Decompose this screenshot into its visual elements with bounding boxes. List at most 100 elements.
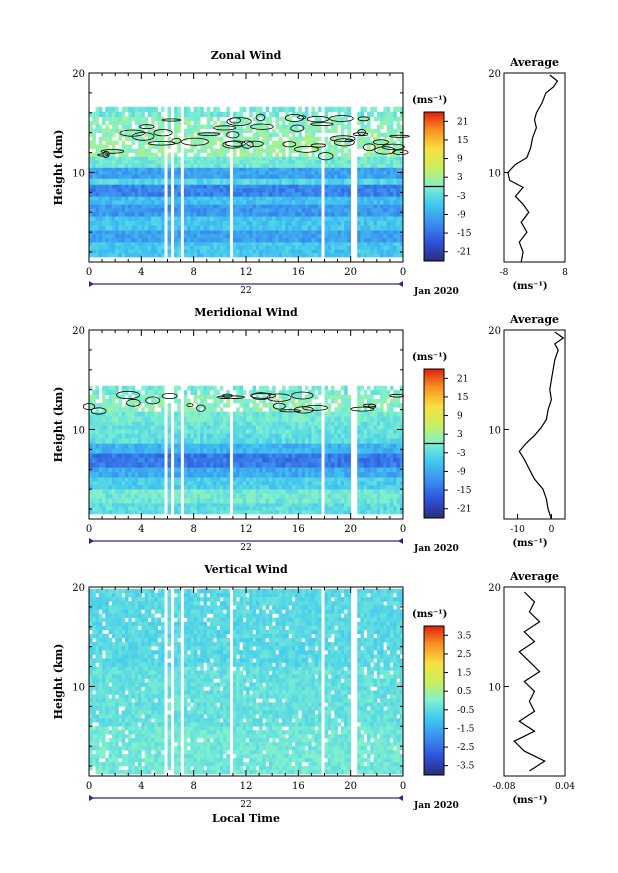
heatmap-cell <box>118 429 123 434</box>
heatmap-cell <box>177 216 181 222</box>
heatmap-cell <box>272 204 276 209</box>
heatmap-cell <box>121 188 126 193</box>
heatmap-cell <box>246 192 250 197</box>
heatmap-cell <box>268 489 273 495</box>
heatmap-cell <box>190 438 194 444</box>
contour-line <box>226 117 252 126</box>
heatmap-cell <box>304 184 309 189</box>
heatmap-cell <box>236 144 240 149</box>
heatmap-cell <box>331 116 335 122</box>
heatmap-cell <box>193 212 198 217</box>
heatmap-cell <box>141 136 145 141</box>
heatmap-cell <box>259 489 263 495</box>
heatmap-cell <box>334 184 338 189</box>
heatmap-cell <box>327 234 332 239</box>
heatmap-cell <box>138 184 142 189</box>
heatmap-cell <box>281 220 286 226</box>
heatmap-cell <box>324 481 329 486</box>
heatmap-cell <box>131 225 136 231</box>
heatmap-cell <box>383 136 387 141</box>
heatmap-cell <box>337 220 342 226</box>
heatmap-cell <box>210 188 214 193</box>
heatmap-cell <box>134 443 139 449</box>
heatmap-cell <box>232 249 237 254</box>
heatmap-cell <box>144 132 149 137</box>
heatmap-cell <box>399 128 404 133</box>
heatmap-cell <box>196 220 201 226</box>
heatmap-cell <box>124 462 129 468</box>
heatmap-cell <box>138 467 142 473</box>
heatmap-cell <box>291 481 296 486</box>
heatmap-cell <box>393 462 397 468</box>
heatmap-cell <box>232 204 237 209</box>
heatmap-cell <box>308 462 312 468</box>
heatmap-cell <box>190 249 194 254</box>
heatmap-cell <box>363 477 368 482</box>
heatmap-cell <box>105 184 109 189</box>
heatmap-cell <box>118 510 123 515</box>
heatmap-cell <box>288 421 293 426</box>
heatmap-cell <box>380 167 384 172</box>
heatmap-cell <box>304 448 309 454</box>
heatmap-cell <box>167 220 172 226</box>
heatmap-cell <box>255 163 260 168</box>
heatmap-cell <box>396 220 401 226</box>
heatmap-cell <box>98 140 103 145</box>
heatmap-cell <box>337 120 342 126</box>
heatmap-cell <box>92 111 96 118</box>
heatmap-cell <box>118 163 123 168</box>
heatmap-cell <box>376 230 381 235</box>
heatmap-cell <box>367 128 371 133</box>
heatmap-cell <box>249 178 253 185</box>
heatmap-cell <box>92 433 96 439</box>
heatmap-cell <box>131 457 136 463</box>
heatmap-cell <box>98 178 103 185</box>
heatmap-cell <box>121 163 126 168</box>
heatmap-cell <box>239 174 244 179</box>
heatmap-cell <box>288 216 293 222</box>
heatmap-cell <box>249 188 253 193</box>
heatmap-cell <box>232 174 237 179</box>
heatmap-cell <box>393 167 397 172</box>
heatmap-cell <box>295 178 299 185</box>
heatmap-cell <box>259 184 263 189</box>
heatmap-cell <box>239 188 244 193</box>
heatmap-cell <box>383 443 387 449</box>
heatmap-cell <box>386 481 391 486</box>
heatmap-cell <box>363 253 368 258</box>
heatmap-cell <box>331 124 335 130</box>
heatmap-cell <box>102 425 106 430</box>
heatmap-cell <box>108 498 113 504</box>
heatmap-cell <box>255 489 260 495</box>
heatmap-cell <box>89 485 93 490</box>
heatmap-cell <box>259 485 263 490</box>
heatmap-cell <box>89 234 93 239</box>
heatmap-cell <box>347 124 351 130</box>
heatmap-cell <box>334 178 338 185</box>
heatmap-cell <box>347 212 351 217</box>
heatmap-cell <box>92 253 96 258</box>
contour-line <box>246 140 264 147</box>
heatmap-cell <box>357 230 361 235</box>
heatmap-cell <box>124 128 129 133</box>
heatmap-cell <box>370 467 374 473</box>
heatmap-cell <box>210 477 214 482</box>
heatmap-cell <box>337 503 342 508</box>
heatmap-cell <box>298 156 302 161</box>
heatmap-cell <box>219 498 224 504</box>
heatmap-cell <box>360 136 365 141</box>
heatmap-cell <box>272 132 276 137</box>
heatmap-cell <box>252 152 257 157</box>
heatmap-cell <box>154 462 158 468</box>
heatmap-cell <box>115 429 119 434</box>
heatmap-cell <box>111 156 116 161</box>
heatmap-cell <box>246 503 250 508</box>
heatmap-cell <box>177 433 181 439</box>
heatmap-cell <box>295 230 299 235</box>
heatmap-cell <box>226 510 230 515</box>
heatmap-cell <box>347 425 351 430</box>
heatmap-cell <box>262 498 266 504</box>
heatmap-cell <box>275 204 280 209</box>
heatmap-cell <box>370 493 374 499</box>
heatmap-cell <box>223 443 227 449</box>
